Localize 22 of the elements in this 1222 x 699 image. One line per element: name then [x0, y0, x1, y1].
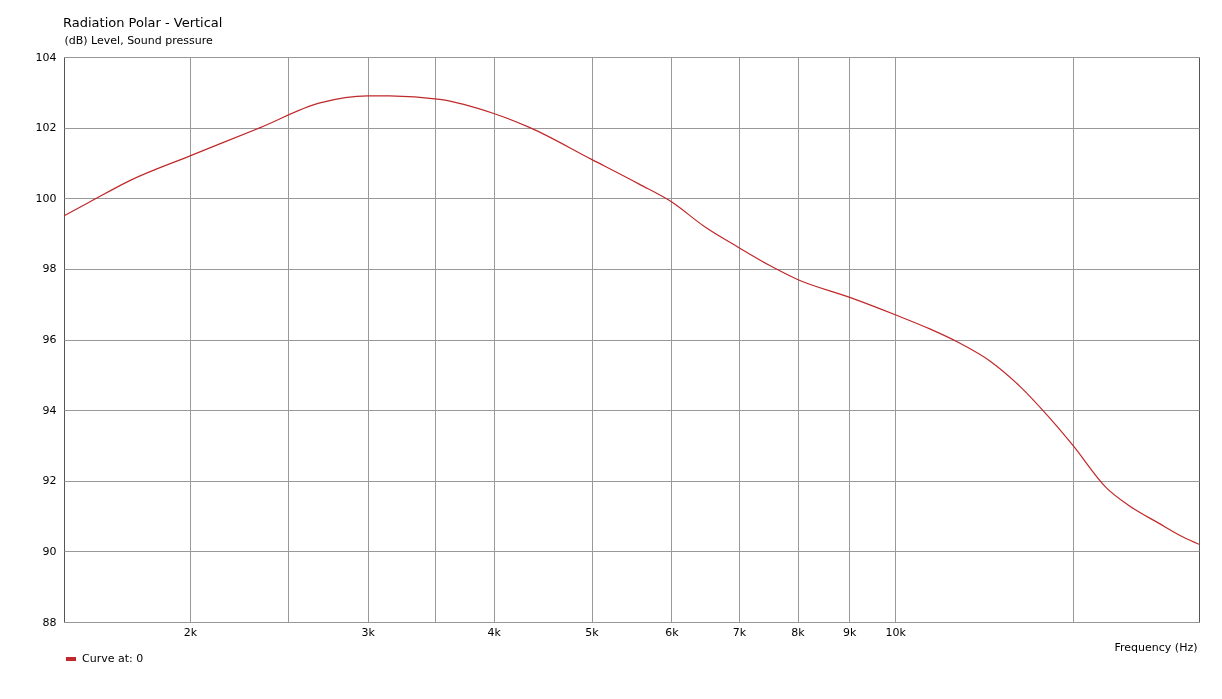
y-tick-label: 94 [42, 403, 57, 417]
chart-title: Radiation Polar - Vertical [63, 15, 223, 30]
x-tick-label: 3k [361, 625, 376, 639]
y-tick-label: 104 [35, 50, 57, 64]
y-tick-label: 100 [35, 191, 57, 205]
x-tick-label: 9k [842, 625, 857, 639]
y-tick-label: 96 [42, 333, 57, 346]
y-tick-label: 90 [42, 544, 57, 558]
y-tick-label: 92 [42, 474, 57, 488]
x-tick-label: 6k [665, 625, 680, 639]
x-tick-label: 4k [487, 625, 502, 639]
y-tick-label: 98 [42, 262, 57, 276]
x-tick-label: 10k [885, 625, 907, 639]
y-tick-label: 88 [42, 615, 57, 629]
y-axis-title: (dB) Level, Sound pressure [64, 33, 214, 47]
x-axis-title: Frequency (Hz) [1114, 640, 1198, 654]
x-tick-label: 7k [732, 625, 747, 639]
legend-label: Curve at: 0 [82, 652, 144, 665]
x-tick-label: 5k [585, 625, 600, 639]
x-tick-label: 8k [791, 625, 806, 639]
x-tick-label: 2k [183, 625, 198, 639]
y-tick-label: 102 [35, 121, 57, 135]
